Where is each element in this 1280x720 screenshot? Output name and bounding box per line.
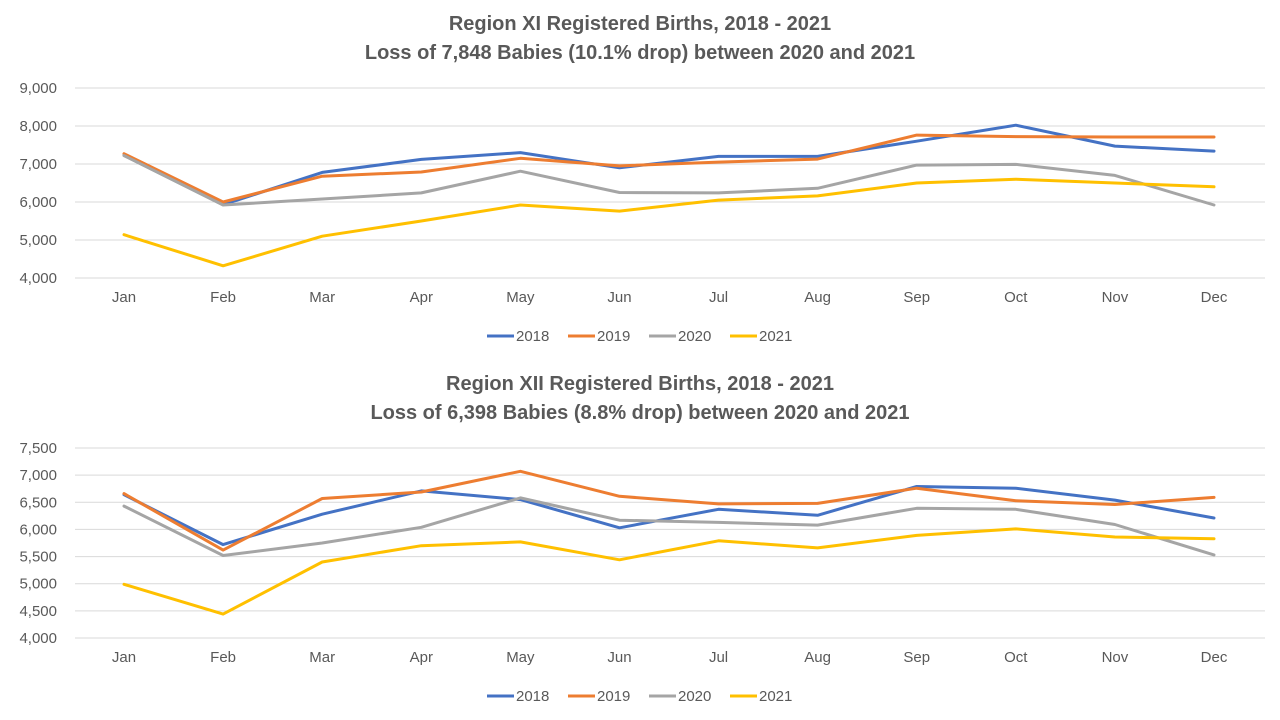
series-line-2018 [122, 485, 1216, 547]
x-tick-label: Sep [903, 649, 930, 666]
x-tick-label: Feb [210, 649, 236, 666]
series-line-2021 [122, 177, 1216, 268]
x-tick-label: Aug [804, 289, 831, 306]
series-line-2021 [122, 527, 1216, 616]
x-tick-label: Mar [309, 649, 335, 666]
x-tick-label: Aug [804, 649, 831, 666]
y-tick-label: 7,000 [19, 467, 57, 484]
y-tick-label: 7,500 [19, 440, 57, 457]
y-tick-label: 4,000 [19, 270, 57, 287]
x-tick-label: Jul [709, 649, 728, 666]
chart-plot: 4,000 4,500 5,000 5,500 6,000 6,500 7,000 7,500… [19, 440, 1265, 705]
x-tick-label: Sep [903, 289, 930, 306]
x-tick-label: Oct [1004, 289, 1028, 306]
x-tick-label: May [506, 289, 535, 306]
y-tick-label: 6,500 [19, 494, 57, 511]
chart-plot: 4,000 5,000 6,000 7,000 8,000 9,000 Jan Feb Mar A… [19, 80, 1265, 345]
y-tick-label: 6,000 [19, 521, 57, 538]
y-tick-label: 5,000 [19, 576, 57, 593]
x-tick-label: Jan [112, 289, 136, 306]
legend-label: 2019 [597, 328, 630, 345]
x-tick-label: Jun [607, 289, 631, 306]
series-line-2019 [122, 469, 1216, 552]
x-tick-label: Feb [210, 289, 236, 306]
chart-title: Region XII Registered Births, 2018 - 202… [446, 373, 834, 395]
y-tick-label: 6,000 [19, 194, 57, 211]
legend-label: 2020 [678, 328, 711, 345]
series-line-2019 [122, 133, 1216, 204]
x-tick-label: Apr [410, 289, 433, 306]
y-tick-label: 4,000 [19, 630, 57, 647]
x-tick-label: Nov [1102, 649, 1129, 666]
legend-label: 2019 [597, 688, 630, 705]
y-tick-label: 5,500 [19, 549, 57, 566]
y-tick-label: 7,000 [19, 156, 57, 173]
chart-title: Region XI Registered Births, 2018 - 2021 [448, 13, 832, 35]
chart-subtitle: Loss of 6,398 Babies (8.8% drop) between… [370, 402, 910, 424]
x-tick-label: Apr [410, 649, 433, 666]
x-tick-label: Dec [1201, 649, 1228, 666]
series-line-2018 [122, 123, 1216, 207]
x-tick-label: Jan [112, 649, 136, 666]
series-line-2020 [122, 496, 1216, 557]
x-tick-label: Mar [309, 289, 335, 306]
chart-region-xi: Region XI Registered Births, 2018 - 2021… [19, 13, 1265, 345]
y-tick-label: 4,500 [19, 603, 57, 620]
chart-subtitle: Loss of 7,848 Babies (10.1% drop) betwee… [364, 42, 916, 64]
x-tick-label: Jun [607, 649, 631, 666]
legend-label: 2018 [516, 328, 549, 345]
x-tick-label: Jul [709, 289, 728, 306]
series-line-2020 [122, 154, 1216, 207]
y-tick-label: 9,000 [19, 80, 57, 97]
chart-region-xii: Region XII Registered Births, 2018 - 202… [0, 360, 1280, 720]
legend-label: 2021 [759, 328, 792, 345]
x-tick-label: Dec [1201, 289, 1228, 306]
x-tick-label: Nov [1102, 289, 1129, 306]
y-tick-label: 5,000 [19, 232, 57, 249]
x-tick-label: Oct [1004, 649, 1028, 666]
legend-label: 2021 [759, 688, 792, 705]
legend-label: 2018 [516, 688, 549, 705]
x-tick-label: May [506, 649, 535, 666]
y-tick-label: 8,000 [19, 118, 57, 135]
legend-label: 2020 [678, 688, 711, 705]
